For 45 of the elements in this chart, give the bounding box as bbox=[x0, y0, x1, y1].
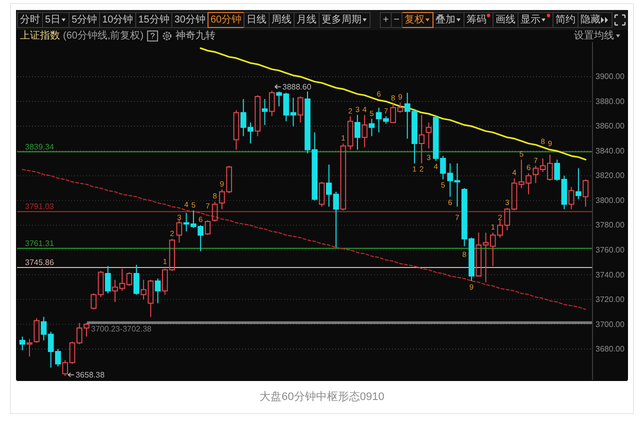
text: 神奇九转 bbox=[176, 30, 216, 42]
ref-line-label: 3745.86 bbox=[25, 258, 54, 268]
y-tick-label: 3840.00 bbox=[596, 146, 626, 156]
button: 分时 bbox=[17, 12, 43, 28]
button: 5分钟 bbox=[68, 12, 100, 28]
button: 10分钟 bbox=[99, 12, 136, 28]
ref-line-label: 3791.03 bbox=[25, 202, 54, 212]
annotation: 3888.60 bbox=[282, 82, 312, 92]
annotation: 3658.38 bbox=[76, 370, 106, 380]
button: 30分钟 bbox=[171, 12, 208, 28]
button: 简约 bbox=[552, 12, 578, 28]
y-tick-label: 3740.00 bbox=[596, 270, 626, 280]
y-tick-label: 3680.00 bbox=[596, 344, 626, 354]
button: − bbox=[390, 12, 402, 28]
button: 月线 bbox=[294, 12, 320, 28]
button: 叠加 bbox=[432, 12, 464, 28]
help-button: ? bbox=[147, 30, 158, 42]
band-label: 3700.23-3702.38 bbox=[91, 324, 152, 334]
button: 显示 bbox=[518, 12, 554, 28]
button: 隐藏 bbox=[578, 12, 612, 28]
text: 设置均线 bbox=[574, 30, 614, 42]
y-tick-label: 3860.00 bbox=[596, 122, 626, 131]
y-tick-label: 3820.00 bbox=[596, 171, 626, 180]
text: 大盘60分钟中枢形态0910 bbox=[260, 390, 384, 403]
ref-line-label: 3761.31 bbox=[25, 238, 54, 248]
button: 周线 bbox=[268, 12, 295, 28]
button: 日线 bbox=[244, 12, 270, 28]
y-tick-label: 3720.00 bbox=[596, 295, 626, 304]
button: 画线 bbox=[492, 12, 518, 28]
y-tick-label: 3700.00 bbox=[596, 320, 626, 329]
button: 5日 bbox=[42, 12, 70, 28]
button: + bbox=[380, 12, 392, 28]
y-tick-label: 3900.00 bbox=[596, 72, 626, 82]
button: 60分钟 bbox=[208, 12, 245, 28]
button: 筹码 bbox=[464, 12, 494, 28]
button: 更多周期 bbox=[318, 12, 371, 28]
chart-title: 上证指数 bbox=[20, 30, 60, 42]
y-tick-label: 3780.00 bbox=[596, 220, 626, 230]
y-tick-label: 3800.00 bbox=[596, 196, 626, 205]
ref-line-label: 3839.34 bbox=[25, 142, 54, 152]
chart-subtitle: (60分钟线,前复权) bbox=[63, 30, 144, 42]
y-tick-label: 3760.00 bbox=[596, 246, 626, 254]
button: 复权 bbox=[402, 12, 434, 28]
y-tick-label: 3880.00 bbox=[596, 96, 626, 106]
button: 15分钟 bbox=[135, 12, 172, 28]
